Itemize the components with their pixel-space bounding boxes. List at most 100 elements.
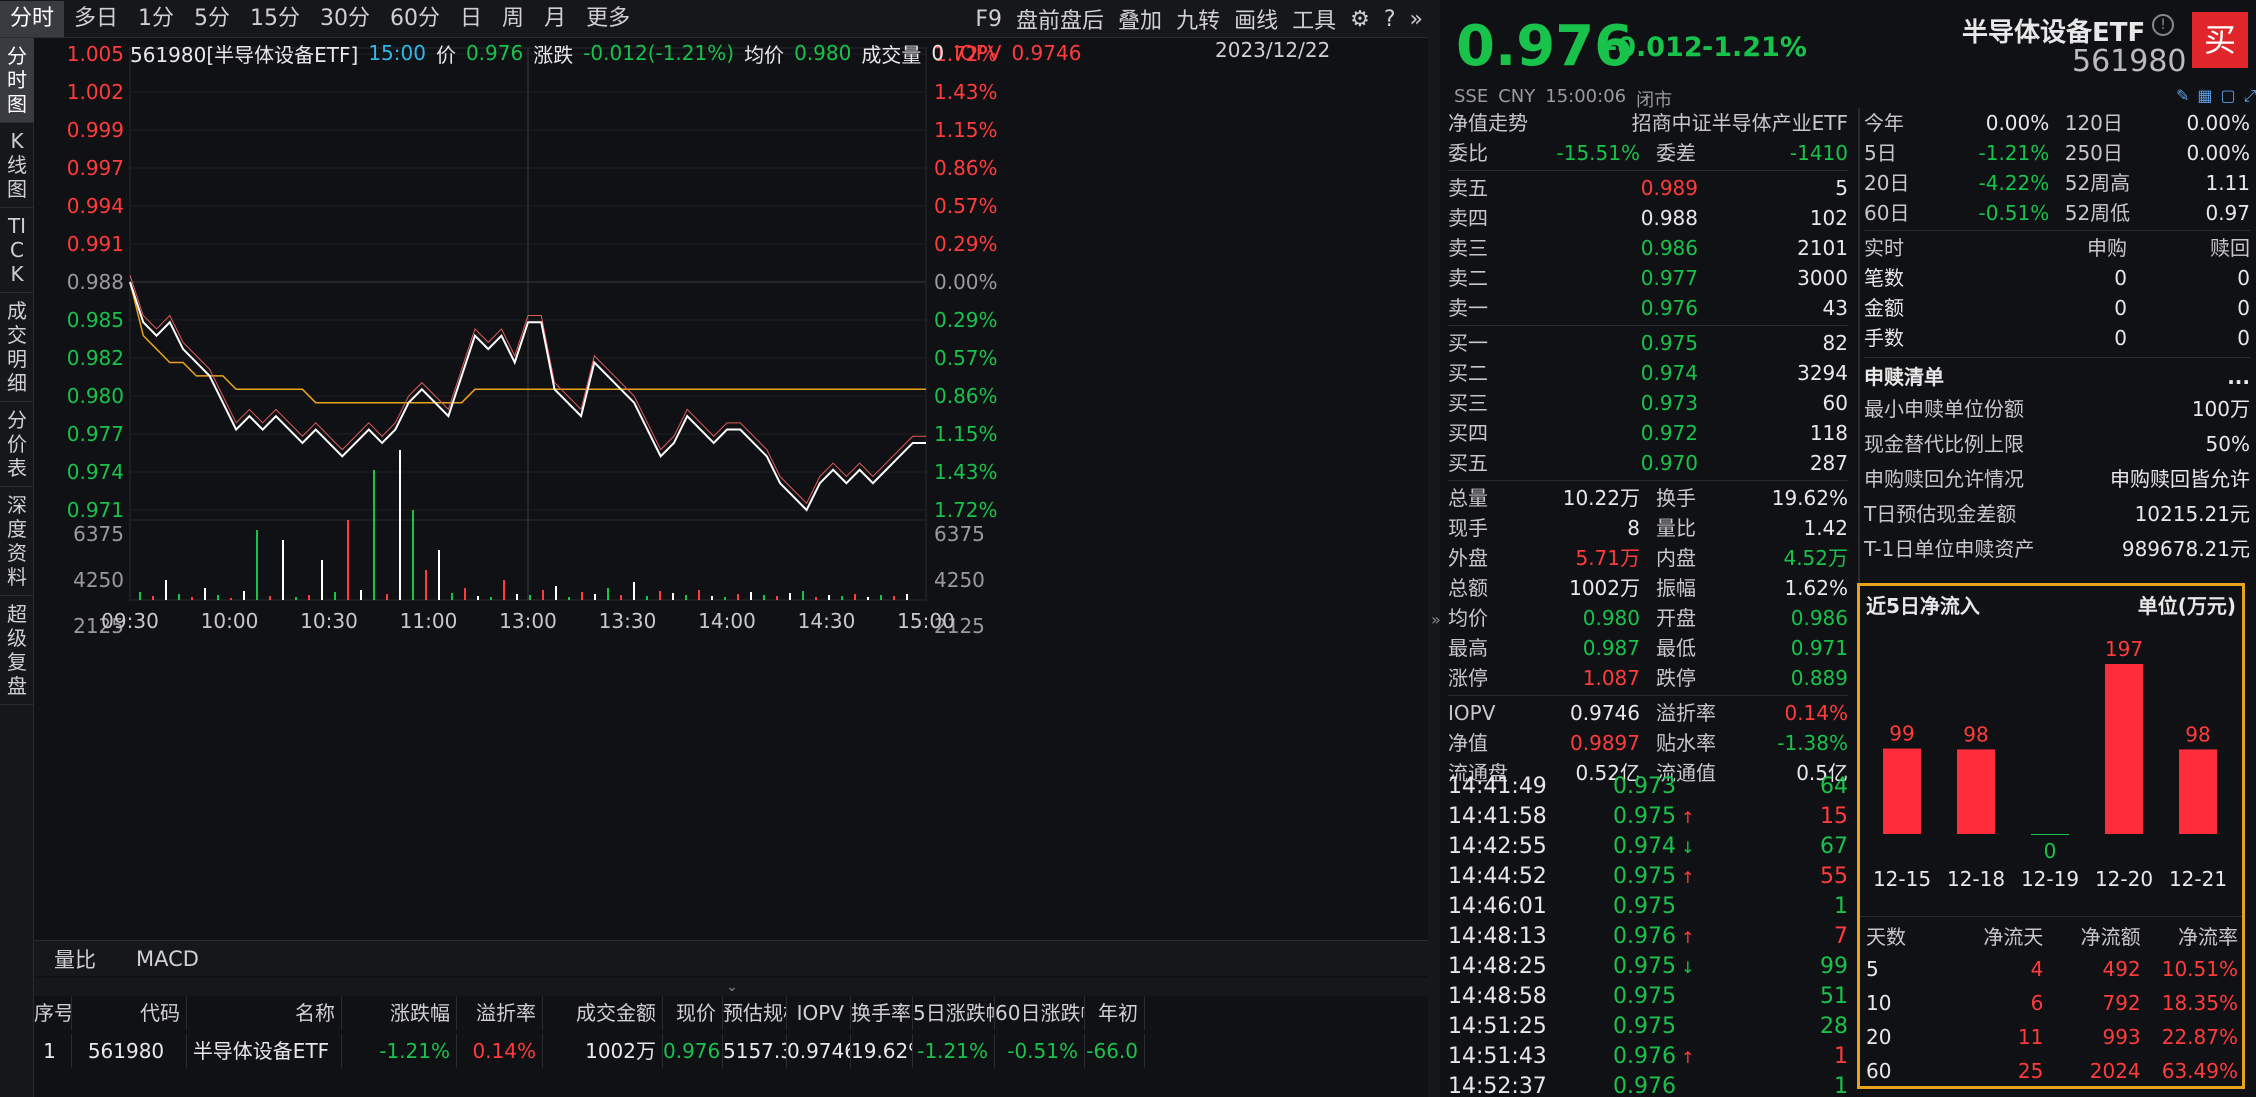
col-header-10[interactable]: 5日涨跌幅 [913,996,995,1030]
period-tab-2[interactable]: 1分 [138,5,175,31]
col-header-1[interactable]: 代码 [72,996,187,1030]
edit-icon[interactable]: ✎ [2176,86,2190,105]
pct-tick: 1.43% [934,460,998,484]
bids-row[interactable]: 买五 0.970 287 [1448,448,1848,478]
left-tab-1[interactable]: K线图 [0,123,34,208]
stat-row: 总额 1002万 振幅 1.62% [1448,573,1848,603]
time-tick: 14:00 [698,609,756,633]
inflow-bar [1883,748,1921,834]
indicator-tab-1[interactable]: MACD [136,946,199,971]
period-tab-6[interactable]: 60分 [390,5,441,31]
tick-row[interactable]: 14:52:37 0.976 1 [1448,1072,1848,1097]
period-tab-4[interactable]: 15分 [250,5,301,31]
quote-change: -0.012 [1606,32,1703,63]
stat-value: 1.087 [1582,666,1640,690]
tick-row[interactable]: 14:51:25 0.975 28 [1448,1012,1848,1042]
more-icon[interactable]: ... [2227,365,2250,389]
col-header-4[interactable]: 溢折率 [457,996,543,1030]
asks-row[interactable]: 卖一 0.976 43 [1448,293,1848,323]
period-tab-10[interactable]: 更多 [586,5,631,31]
tick-row[interactable]: 14:41:49 0.973 64 [1448,772,1848,802]
stat-pair: 开盘 0.986 [1656,603,1848,633]
col-header-2[interactable]: 名称 [187,996,342,1030]
collapse-icon[interactable]: ⌄ [34,978,1430,996]
left-tab-4[interactable]: 分价表 [0,402,34,487]
tick-row[interactable]: 14:51:43 0.976 ↑ 1 [1448,1042,1848,1072]
pct-tick: 0.29% [934,308,998,332]
tick-row[interactable]: 14:48:58 0.975 51 [1448,982,1848,1012]
nav-trend-row[interactable]: 净值走势 招商中证半导体产业ETF [1448,108,1848,138]
tool-tab-1[interactable]: 盘前盘后 [1016,9,1105,34]
col-header-3[interactable]: 涨跌幅 [342,996,457,1030]
tick-row[interactable]: 14:42:55 0.974 ↓ 67 [1448,832,1848,862]
collapse-panel-icon[interactable]: » [1431,610,1441,629]
col-header-7[interactable]: 预估规模 [723,996,787,1030]
tick-price: 0.975 [1613,1014,1676,1039]
inflow-date-label: 12-19 [2021,867,2079,891]
net-inflow-chart: 99 12-15 98 12-18 0 12-19 197 12-20 98 12-21 [1873,637,2227,891]
bids-row[interactable]: 买四 0.972 118 [1448,418,1848,448]
left-tab-3[interactable]: 成交明细 [0,293,34,402]
pct-tick: 1.72% [934,498,998,522]
left-tab-2[interactable]: TICK [0,208,34,293]
col-header-8[interactable]: IOPV [787,996,851,1030]
col-header-11[interactable]: 60日涨跌幅 [995,996,1085,1030]
tool-tab-4[interactable]: 画线 [1234,9,1279,34]
table-row[interactable]: 1 561980 半导体设备ETF -1.21% 0.14% 1002万 0.976 5157… [34,1034,1430,1068]
asks-row[interactable]: 卖五 0.989 5 [1448,173,1848,203]
tool-tab-2[interactable]: 叠加 [1118,9,1163,34]
expand-right-icon[interactable]: » [1409,6,1423,32]
period-tab-8[interactable]: 周 [502,5,525,31]
col-header-9[interactable]: 换手率 [851,996,913,1030]
tick-row[interactable]: 14:46:01 0.975 1 [1448,892,1848,922]
info-icon[interactable]: ! [2152,14,2174,36]
period-tab-1[interactable]: 多日 [74,5,119,31]
col-header-5[interactable]: 成交金额 [543,996,663,1030]
left-tab-6[interactable]: 超级复盘 [0,596,34,705]
left-tab-0[interactable]: 分时图 [0,38,34,123]
period-tab-9[interactable]: 月 [544,5,567,31]
help-icon[interactable]: ? [1383,6,1396,32]
stat-label: 均价 [1448,606,1488,630]
col-header-12[interactable]: 年初 [1085,996,1145,1030]
expand-icon[interactable]: ⤢ [2243,86,2256,105]
time-tick: 13:30 [599,609,657,633]
window-icon[interactable]: ▢ [2220,86,2236,105]
bids-row[interactable]: 买二 0.974 3294 [1448,358,1848,388]
asks-row[interactable]: 卖三 0.986 2101 [1448,233,1848,263]
stat-pair: 振幅 1.62% [1656,573,1848,603]
buy-button[interactable]: 买 [2192,12,2248,68]
pct-tick: 0.57% [934,194,998,218]
col-header-0[interactable]: 序号 [34,996,72,1030]
period-tab-7[interactable]: 日 [460,5,483,31]
col-header-6[interactable]: 现价 [663,996,723,1030]
intraday-chart[interactable]: 1.005 1.72% 1.002 1.43% 0.999 1.15% 0.997 0.86%… [34,38,1430,940]
cell-11: -0.51% [995,1034,1085,1068]
realtime-cell: 0 [2237,296,2250,320]
left-tab-label: 分价表 [7,408,27,480]
period-tab-3[interactable]: 5分 [194,5,231,31]
tick-row[interactable]: 14:48:13 0.976 ↑ 7 [1448,922,1848,952]
tick-row[interactable]: 14:48:25 0.975 ↓ 99 [1448,952,1848,982]
stat-label: 250日 [2064,141,2123,165]
left-tab-5[interactable]: 深度资料 [0,487,34,596]
bids-row[interactable]: 买一 0.975 82 [1448,328,1848,358]
bids-row[interactable]: 买三 0.973 60 [1448,388,1848,418]
realtime-header: 实时 申购 赎回 [1864,233,2250,263]
tool-tab-0[interactable]: F9 [975,6,1003,32]
column-divider [1858,108,1860,588]
period-tab-5[interactable]: 30分 [320,5,371,31]
tick-list[interactable]: 14:41:49 0.973 64 14:41:58 0.975 ↑ 15 14:42:55… [1448,772,1848,1097]
settings-gear-icon[interactable]: ⚙ [1350,6,1370,32]
grid-icon[interactable]: ▦ [2197,86,2213,105]
tool-tab-5[interactable]: 工具 [1292,9,1337,34]
period-tab-0[interactable]: 分时 [0,0,65,37]
indicator-tab-0[interactable]: 量比 [54,947,96,972]
tick-row[interactable]: 14:41:58 0.975 ↑ 15 [1448,802,1848,832]
asks-row[interactable]: 卖二 0.977 3000 [1448,263,1848,293]
realtime-cell: 0 [2114,326,2127,350]
tick-row[interactable]: 14:44:52 0.975 ↑ 55 [1448,862,1848,892]
asks-row[interactable]: 卖四 0.988 102 [1448,203,1848,233]
tool-tab-3[interactable]: 九转 [1176,9,1221,34]
splitter[interactable] [1428,0,1440,1097]
